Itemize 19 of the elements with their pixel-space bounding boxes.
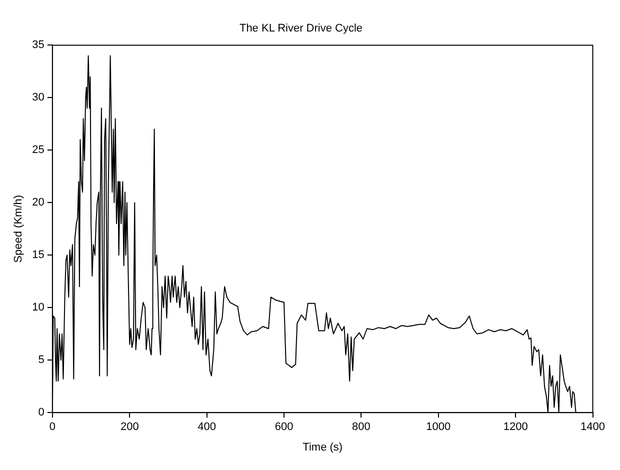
y-axis-title: Speed (Km/h) — [12, 194, 25, 263]
y-tick-label: 10 — [32, 302, 44, 314]
y-tick-label: 0 — [38, 406, 44, 419]
x-tick-label: 800 — [352, 421, 370, 434]
y-tick-label: 15 — [32, 249, 44, 262]
x-tick-label: 600 — [274, 421, 294, 434]
x-tick-label: 0 — [49, 421, 56, 434]
y-tick-label: 30 — [32, 92, 44, 104]
chart-title: The KL River Drive Cycle — [239, 22, 363, 35]
y-tick-label: 35 — [32, 39, 44, 52]
x-tick-label: 1200 — [503, 421, 528, 434]
y-tick-label: 5 — [38, 354, 44, 366]
y-tick-label: 20 — [32, 196, 44, 209]
x-tick-label: 200 — [120, 421, 139, 434]
x-tick-label: 400 — [198, 421, 216, 434]
x-axis-title: Time (s) — [302, 441, 343, 454]
y-tick-label: 25 — [32, 144, 44, 156]
x-tick-label: 1000 — [426, 421, 451, 434]
x-tick-label: 1400 — [580, 421, 606, 434]
